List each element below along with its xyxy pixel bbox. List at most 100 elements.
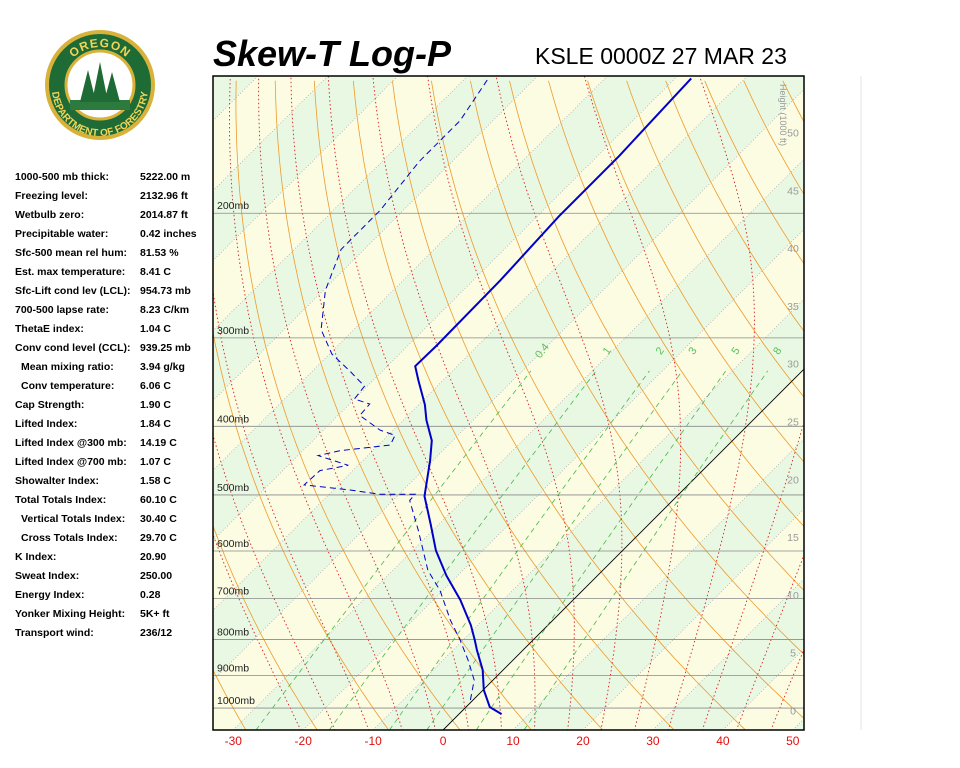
mixing-ratio-line — [475, 370, 727, 730]
index-label: 1000-500 mb thick: — [15, 171, 109, 183]
mixing-ratio-label: 8 — [771, 345, 784, 357]
index-value: 1.58 C — [140, 475, 171, 487]
mixing-ratio-line — [523, 370, 769, 730]
moist-adiabat — [213, 533, 302, 730]
index-label: Total Totals Index: — [15, 494, 106, 506]
moist-adiabat — [495, 76, 623, 730]
isotherm — [303, 228, 804, 730]
isotherm — [213, 88, 804, 681]
isotherm — [233, 158, 804, 730]
moist-adiabat — [427, 76, 575, 730]
dry-adiabat — [213, 330, 389, 730]
moist-adiabat — [290, 76, 470, 730]
pressure-label: 200mb — [217, 200, 249, 212]
index-label: K Index: — [15, 551, 56, 563]
height-label: 20 — [787, 474, 799, 486]
mixing-ratio-label: 5 — [730, 345, 743, 357]
dry-adiabat — [352, 80, 675, 730]
temperature-band — [213, 76, 804, 681]
mixing-ratio-line — [389, 370, 650, 730]
pressure-label: 500mb — [217, 482, 249, 494]
dry-adiabat — [235, 80, 461, 730]
height-label: 0 — [790, 705, 796, 717]
index-label: Vertical Totals Index: — [21, 513, 125, 525]
index-value: 6.06 C — [140, 380, 171, 392]
index-value: 250.00 — [140, 570, 172, 582]
x-tick-label: -20 — [295, 734, 313, 748]
dry-adiabat — [431, 80, 804, 719]
dry-adiabat — [213, 669, 247, 730]
index-label: Est. max temperature: — [15, 266, 125, 278]
index-label: Showalter Index: — [15, 475, 99, 487]
index-label: Conv cond level (CCL): — [15, 342, 131, 354]
dry-adiabat — [626, 80, 804, 398]
index-value: 954.73 mb — [140, 285, 191, 297]
index-label: Yonker Mixing Height: — [15, 608, 125, 620]
x-tick-label: 10 — [506, 734, 520, 748]
dry-adiabat — [313, 80, 603, 730]
index-value: 8.41 C — [140, 266, 171, 278]
index-value: 5K+ ft — [140, 608, 170, 620]
index-value: 8.23 C/km — [140, 304, 189, 316]
isotherm — [792, 718, 804, 730]
index-label: Sweat Index: — [15, 570, 79, 582]
index-label: Precipitable water: — [15, 228, 108, 240]
index-label: Cross Totals Index: — [21, 532, 118, 544]
index-value: 60.10 C — [140, 494, 177, 506]
moist-adiabat — [327, 76, 503, 730]
dewpoint-line — [303, 78, 489, 701]
index-value: 0.42 inches — [140, 228, 197, 240]
x-tick-label: 0 — [440, 734, 447, 748]
moist-adiabat — [701, 420, 804, 730]
mixing-ratio-line — [255, 370, 532, 730]
pressure-label: 600mb — [217, 538, 249, 550]
temperature-line — [414, 77, 692, 715]
moist-adiabat — [213, 433, 336, 730]
index-label: Lifted Index @300 mb: — [15, 437, 127, 449]
isotherm — [372, 298, 804, 730]
index-value: 236/12 — [140, 627, 172, 639]
x-tick-label: 30 — [646, 734, 660, 748]
index-label: Sfc-Lift cond lev (LCL): — [15, 285, 131, 297]
moist-adiabat — [213, 288, 370, 730]
index-value: 2014.87 ft — [140, 209, 188, 221]
zero-isotherm — [442, 368, 804, 730]
index-value: 14.19 C — [140, 437, 177, 449]
dry-adiabat — [822, 81, 960, 730]
isotherm — [213, 76, 678, 541]
dry-adiabat — [665, 80, 804, 332]
height-label: 5 — [790, 648, 796, 660]
index-label: Conv temperature: — [21, 380, 114, 392]
chart-title: Skew-T Log-P — [213, 33, 452, 74]
index-label: Transport wind: — [15, 627, 94, 639]
index-value: 81.53 % — [140, 247, 179, 259]
index-value: 29.70 C — [140, 532, 177, 544]
index-value: 3.94 g/kg — [140, 361, 185, 373]
plot-overlay: 1000mb 900mb 800mb 700mb 600mb 500mb 400mb 300m… — [217, 84, 800, 748]
x-tick-label: -30 — [225, 734, 243, 748]
index-label: Wetbulb zero: — [15, 209, 84, 221]
height-label: 25 — [787, 416, 799, 428]
height-label: 50 — [787, 128, 799, 140]
x-tick-label: 50 — [786, 734, 800, 748]
height-label: 45 — [787, 185, 799, 197]
index-label: Lifted Index @700 mb: — [15, 456, 127, 468]
index-label: Freezing level: — [15, 190, 88, 202]
index-value: 1.04 C — [140, 323, 171, 335]
height-label: 30 — [787, 359, 799, 371]
pressure-label: 300mb — [217, 325, 249, 337]
index-value: 1.84 C — [140, 418, 171, 430]
dry-adiabat — [213, 524, 318, 730]
plot-area — [213, 76, 960, 730]
dry-adiabat — [587, 80, 804, 463]
temperature-band — [792, 718, 804, 730]
index-value: 5222.00 m — [140, 171, 190, 183]
indices-table: 1000-500 mb thick: 5222.00 m Freezing leve… — [15, 171, 197, 639]
pressure-label: 900mb — [217, 663, 249, 675]
height-label: 15 — [787, 532, 799, 544]
logo-trees — [80, 62, 120, 102]
x-tick-label: 40 — [716, 734, 730, 748]
moist-adiabat — [583, 76, 682, 730]
